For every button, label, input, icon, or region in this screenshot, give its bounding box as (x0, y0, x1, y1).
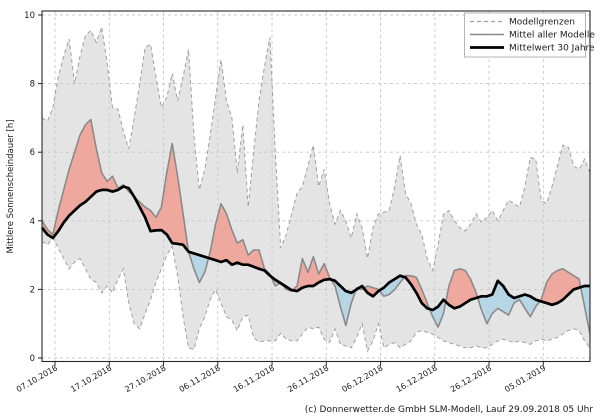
x-tick-label: 16.12.2018 (395, 363, 439, 394)
x-tick-label: 06.11.2018 (178, 363, 222, 394)
y-tick-label: 4 (30, 217, 35, 227)
y-axis-title: Mittlere Sonnenscheindauer [h] (6, 119, 16, 253)
y-tick-label: 8 (30, 80, 35, 90)
below-normal-fill (477, 280, 539, 324)
y-tick-label: 6 (30, 148, 35, 158)
x-tick-label: 26.12.2018 (449, 363, 493, 394)
model-range-band (42, 27, 590, 352)
x-tick-label: 26.11.2018 (286, 363, 330, 394)
series-lines (40, 118, 591, 335)
model-range-fill (42, 27, 590, 352)
legend-box (464, 12, 586, 58)
x-tick-label: 16.11.2018 (232, 363, 276, 394)
legend-label-mittel-aller-modelle: Mittel aller Modelle (509, 31, 595, 41)
y-tick-label: 2 (30, 285, 35, 295)
above-normal-fill (541, 268, 581, 305)
y-tick-label: 0 (30, 354, 35, 364)
model-range-min-line (41, 237, 591, 353)
x-tick-label: 06.12.2018 (340, 363, 384, 394)
below-normal-fill (429, 299, 446, 328)
y-tick-label: 10 (24, 11, 35, 21)
x-tick-label: 17.10.2018 (69, 363, 113, 394)
below-normal-fill (330, 279, 356, 326)
x-tick-label: 27.10.2018 (123, 363, 167, 394)
plot-border (41, 10, 591, 363)
above-normal-fill (292, 256, 331, 292)
copyright-caption: (c) Donnerwetter.de GmbH SLM-Modell, Lau… (305, 405, 594, 415)
climate-mean-line (40, 185, 590, 312)
above-normal-fill (42, 119, 126, 238)
below-normal-fill (379, 275, 404, 297)
legend: Modellgrenzen Mittel aller Modelle Mitte… (464, 12, 595, 58)
legend-label-mittelwert-30-jahre: Mittelwert 30 Jahre (509, 44, 595, 54)
x-tick-label: 07.10.2018 (15, 363, 59, 394)
above-normal-fill (208, 203, 272, 277)
x-tick-label: 05.01.2019 (503, 363, 547, 394)
below-normal-fill (189, 252, 209, 283)
legend-label-modellgrenzen: Modellgrenzen (509, 18, 575, 28)
